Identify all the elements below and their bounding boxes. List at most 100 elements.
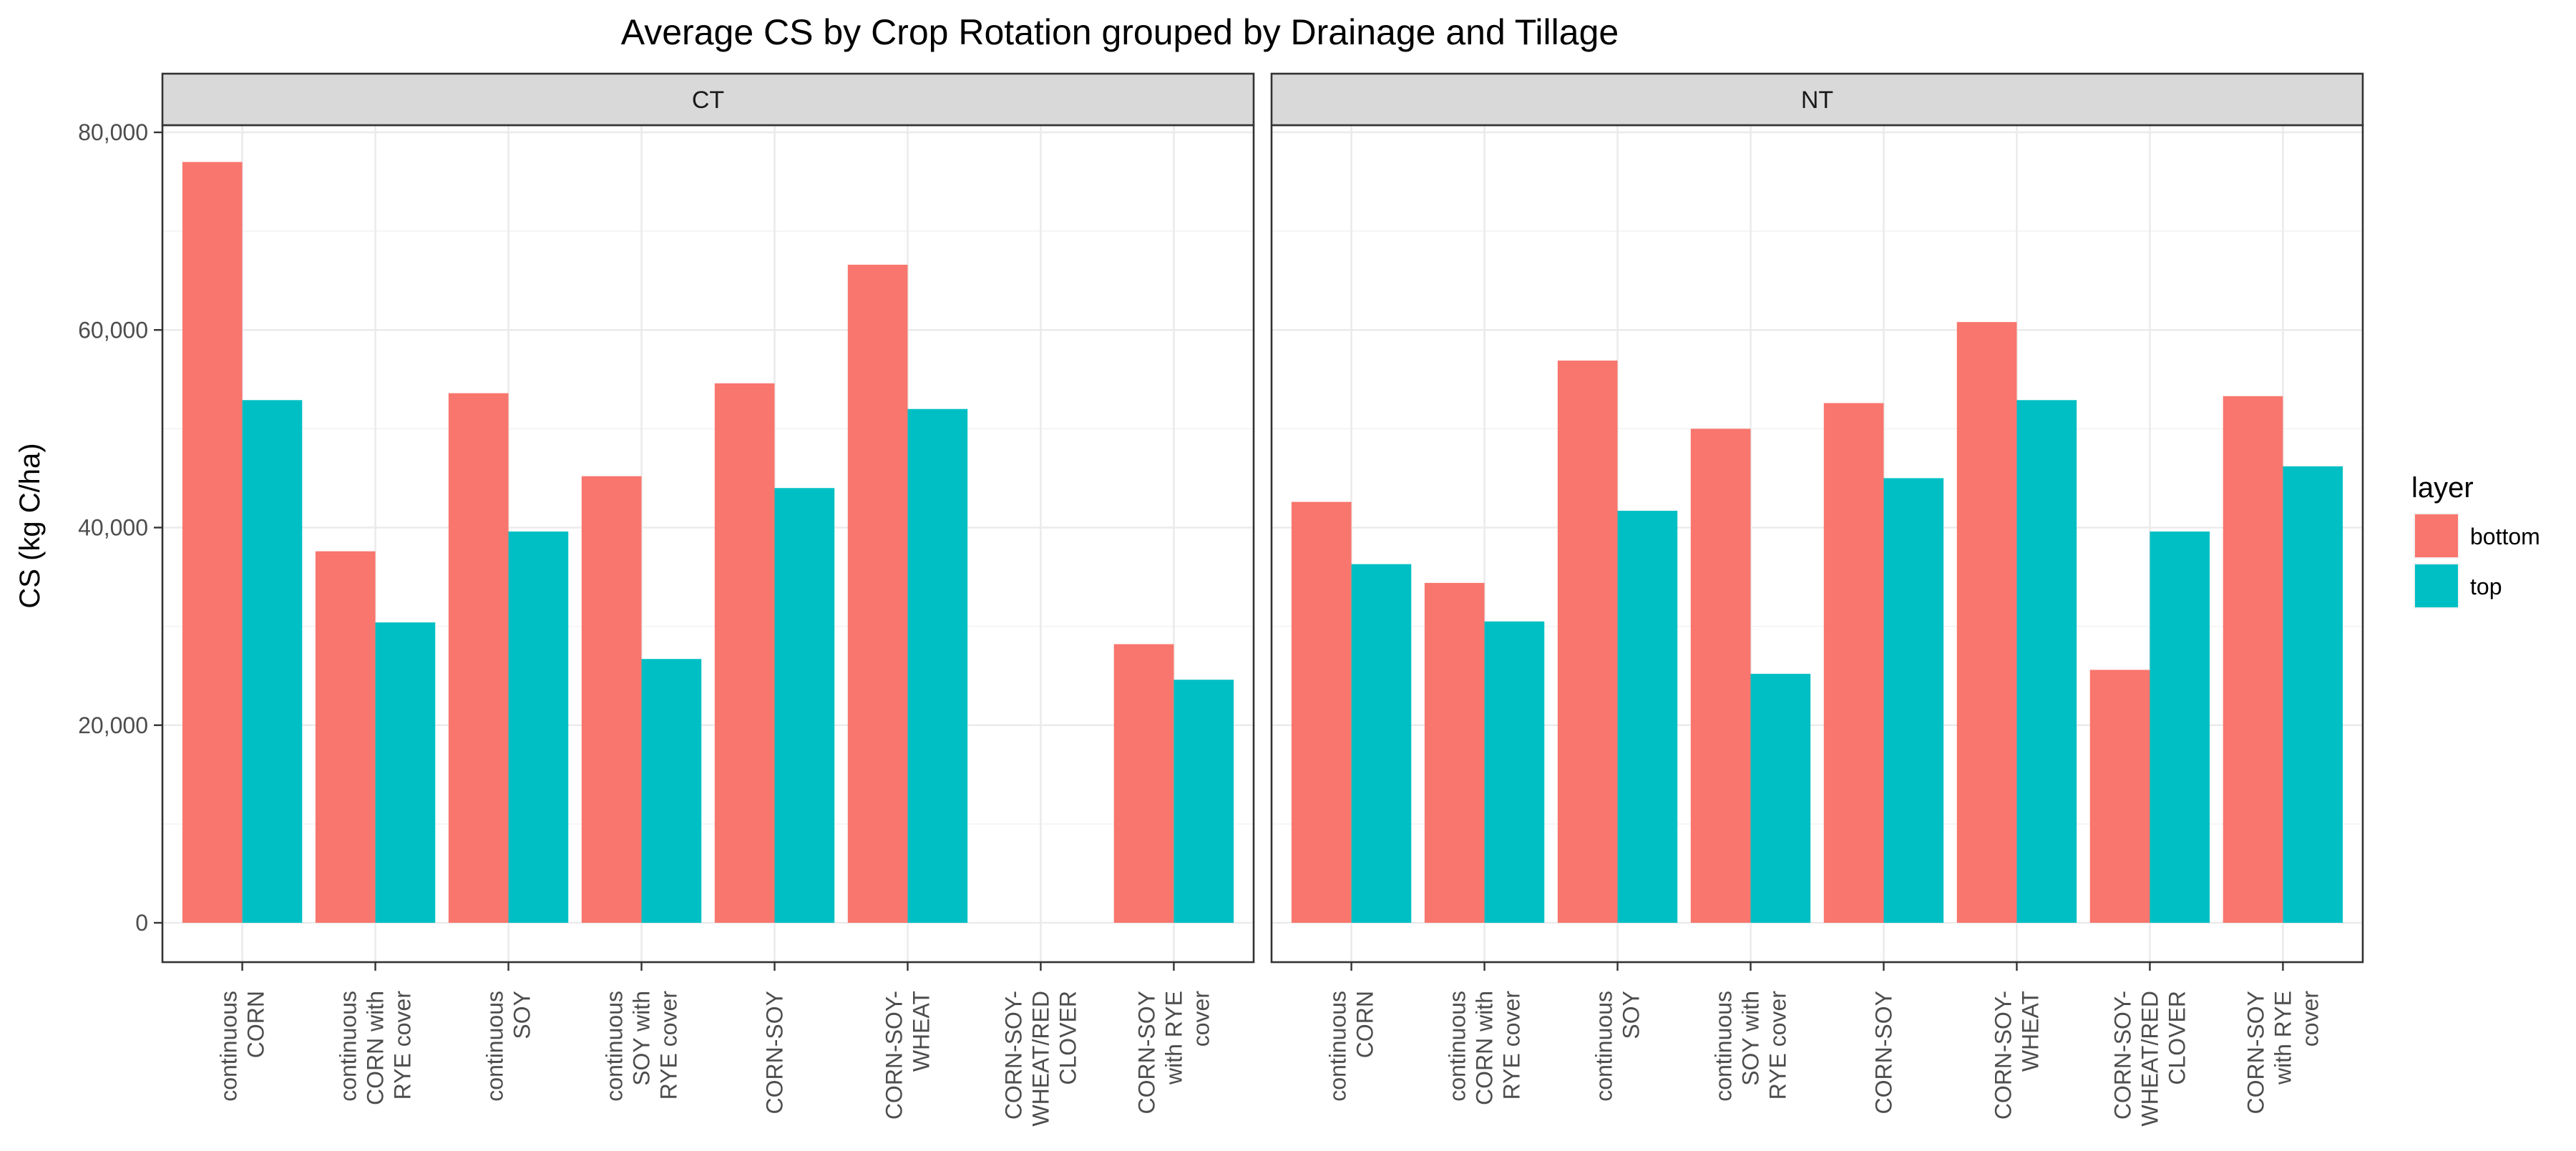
x-tick-label-group: continuous SOY — [482, 991, 535, 1102]
legend-label-top: top — [2470, 574, 2502, 599]
bar-nt-bottom-1 — [1424, 582, 1485, 923]
x-tick-label: CORN-SOY- — [2109, 991, 2135, 1120]
x-tick-label: CORN-SOY- — [881, 991, 907, 1120]
bar-nt-top-0 — [1351, 564, 1412, 923]
bar-nt-top-4 — [1883, 478, 1944, 923]
x-tick-label-group: CORN-SOY with RYE cover — [1133, 991, 1214, 1115]
x-tick-label: CORN-SOY — [761, 991, 787, 1114]
bar-ct-top-4 — [774, 488, 835, 923]
y-tick-label: 60,000 — [78, 317, 148, 343]
bar-nt-top-1 — [1484, 621, 1545, 923]
y-tick-label: 80,000 — [78, 119, 148, 145]
bar-ct-bottom-1 — [315, 551, 376, 923]
x-tick-label: continuous — [1591, 991, 1617, 1102]
bar-nt-bottom-3 — [1690, 428, 1751, 923]
x-tick-label: CORN with — [363, 991, 389, 1105]
bar-nt-bottom-4 — [1823, 403, 1884, 923]
y-tick-label: 0 — [135, 910, 148, 936]
bar-ct-bottom-0 — [182, 162, 243, 923]
x-tick-label: continuous — [1325, 991, 1351, 1102]
x-tick-label: SOY with — [1738, 991, 1764, 1086]
x-tick-label-group: continuous SOY — [1591, 991, 1644, 1102]
bar-ct-bottom-4 — [714, 383, 775, 923]
bar-nt-top-7 — [2283, 466, 2343, 923]
x-tick-label: WHEAT — [2017, 991, 2043, 1072]
bar-nt-bottom-6 — [2089, 670, 2150, 923]
x-tick-label-group: CORN-SOY- WHEAT — [881, 991, 934, 1120]
x-tick-label: RYE cover — [390, 991, 416, 1100]
x-tick-label-group: CORN-SOY- WHEAT/RED CLOVER — [2109, 991, 2190, 1127]
bar-nt-top-3 — [1750, 673, 1811, 923]
x-tick-label: with RYE — [2270, 991, 2296, 1085]
x-tick-label: continuous — [1445, 991, 1470, 1102]
bar-nt-bottom-5 — [1956, 322, 2017, 923]
x-tick-label: cover — [1188, 991, 1214, 1047]
y-axis-title: CS (kg C/ha) — [14, 443, 46, 608]
chart-title: Average CS by Crop Rotation grouped by D… — [621, 12, 1619, 52]
x-tick-label-group: CORN-SOY with RYE cover — [2243, 991, 2323, 1115]
x-tick-label: WHEAT/RED — [1028, 991, 1053, 1127]
bar-ct-top-1 — [375, 622, 436, 923]
bar-nt-top-6 — [2150, 532, 2210, 923]
bar-nt-top-2 — [1617, 511, 1678, 923]
legend: layer bottom top — [2411, 472, 2540, 609]
bar-ct-top-7 — [1174, 680, 1234, 923]
x-tick-label: WHEAT — [908, 991, 934, 1072]
x-tick-label: continuous — [602, 991, 628, 1102]
bar-ct-top-0 — [242, 400, 303, 923]
bar-ct-bottom-7 — [1113, 644, 1174, 923]
facet-strip — [1270, 72, 2364, 127]
x-tick-label-group: continuous CORN — [1325, 991, 1378, 1102]
x-tick-label: SOY — [509, 991, 535, 1039]
x-tick-label-group: CORN-SOY- WHEAT/RED CLOVER — [1000, 991, 1080, 1127]
x-tick-label: continuous — [216, 991, 242, 1102]
bar-ct-bottom-2 — [448, 393, 509, 923]
facet-strip — [161, 72, 1255, 127]
x-tick-label-group: CORN-SOY — [1870, 991, 1896, 1114]
x-tick-label: CORN — [1352, 991, 1378, 1058]
x-tick-label: continuous — [1711, 991, 1737, 1102]
x-tick-label-group: continuous CORN with RYE cover — [336, 991, 416, 1105]
x-tick-label: CORN-SOY- — [1990, 991, 2016, 1120]
bar-nt-top-5 — [2016, 400, 2077, 923]
x-tick-label: with RYE — [1161, 991, 1186, 1085]
x-tick-label: WHEAT/RED — [2137, 991, 2162, 1127]
bar-ct-top-3 — [641, 659, 702, 923]
legend-key-top — [2415, 564, 2458, 607]
x-tick-label: RYE cover — [656, 991, 682, 1100]
x-tick-label-group: continuous SOY with RYE cover — [602, 991, 682, 1102]
x-tick-label: CORN with — [1472, 991, 1498, 1105]
x-tick-label-group: continuous CORN — [216, 991, 269, 1102]
x-tick-label: continuous — [336, 991, 361, 1102]
bar-nt-bottom-7 — [2223, 396, 2283, 923]
facet-label: CT — [692, 87, 724, 114]
x-tick-label: continuous — [482, 991, 508, 1102]
x-tick-label: CLOVER — [2164, 991, 2190, 1085]
x-tick-label-group: continuous SOY with RYE cover — [1711, 991, 1791, 1102]
facet-label: NT — [1801, 87, 1833, 114]
x-tick-label: CORN-SOY — [1870, 991, 1896, 1114]
bar-nt-bottom-2 — [1557, 361, 1618, 924]
x-tick-label: CORN-SOY — [1133, 991, 1159, 1114]
bar-ct-bottom-3 — [581, 476, 642, 923]
x-tick-label: SOY with — [629, 991, 655, 1086]
x-tick-label: CORN-SOY — [2243, 991, 2268, 1114]
bar-ct-bottom-5 — [847, 265, 908, 923]
x-tick-label: CORN — [243, 991, 269, 1058]
y-tick-label: 20,000 — [78, 712, 148, 738]
x-tick-label: RYE cover — [1499, 991, 1525, 1100]
legend-key-bottom — [2415, 514, 2458, 557]
y-tick-label: 40,000 — [78, 515, 148, 541]
x-tick-label: CORN-SOY- — [1000, 991, 1026, 1120]
x-tick-label-group: CORN-SOY- WHEAT — [1990, 991, 2043, 1120]
bar-ct-top-2 — [508, 532, 569, 923]
bar-nt-bottom-0 — [1291, 501, 1352, 923]
x-tick-label: RYE cover — [1765, 991, 1791, 1100]
x-tick-label: SOY — [1619, 991, 1644, 1039]
x-tick-label-group: CORN-SOY — [761, 991, 787, 1114]
bar-ct-top-5 — [907, 408, 968, 923]
legend-title: layer — [2411, 472, 2474, 504]
x-tick-label-group: continuous CORN with RYE cover — [1445, 991, 1525, 1105]
